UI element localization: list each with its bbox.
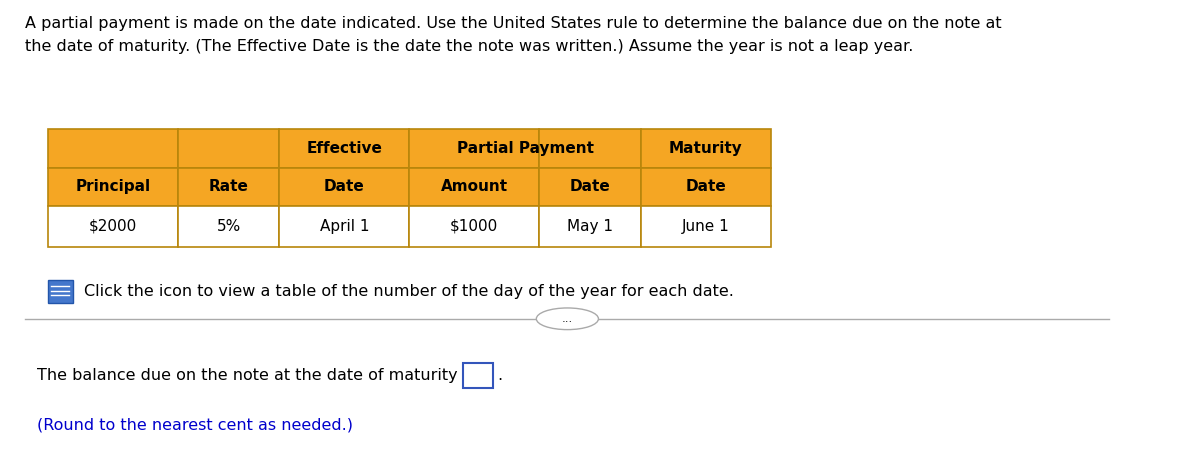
- Bar: [48, 206, 178, 247]
- Bar: [539, 129, 641, 168]
- Text: Maturity: Maturity: [668, 141, 743, 156]
- Text: Partial Payment: Partial Payment: [456, 141, 594, 156]
- Text: Date: Date: [570, 179, 611, 194]
- Bar: [409, 168, 539, 206]
- Text: (Round to the nearest cent as needed.): (Round to the nearest cent as needed.): [37, 417, 353, 432]
- Bar: [48, 168, 178, 206]
- Bar: [280, 129, 409, 168]
- Text: Date: Date: [324, 179, 365, 194]
- Text: Date: Date: [685, 179, 726, 194]
- Text: Principal: Principal: [76, 179, 150, 194]
- Bar: [48, 129, 178, 168]
- Text: ...: ...: [562, 312, 574, 325]
- Bar: [280, 168, 409, 206]
- Text: Click the icon to view a table of the number of the day of the year for each dat: Click the icon to view a table of the nu…: [84, 284, 734, 299]
- Text: 5%: 5%: [216, 219, 241, 234]
- Text: Rate: Rate: [209, 179, 248, 194]
- Ellipse shape: [536, 308, 599, 329]
- Text: Amount: Amount: [440, 179, 508, 194]
- Bar: [409, 206, 539, 247]
- Bar: [178, 129, 280, 168]
- Text: A partial payment is made on the date indicated. Use the United States rule to d: A partial payment is made on the date in…: [25, 16, 1002, 53]
- Text: Effective: Effective: [306, 141, 383, 156]
- Bar: [48, 280, 73, 303]
- Text: May 1: May 1: [566, 219, 613, 234]
- Bar: [409, 129, 539, 168]
- Bar: [178, 168, 280, 206]
- Bar: [641, 168, 770, 206]
- Text: April 1: April 1: [319, 219, 370, 234]
- Bar: [539, 168, 641, 206]
- Bar: [641, 129, 770, 168]
- Text: $2000: $2000: [89, 219, 137, 234]
- Bar: [463, 363, 493, 388]
- Text: .: .: [497, 368, 503, 383]
- Bar: [178, 206, 280, 247]
- Text: June 1: June 1: [682, 219, 730, 234]
- Text: $1000: $1000: [450, 219, 498, 234]
- Bar: [641, 206, 770, 247]
- Bar: [539, 206, 641, 247]
- Bar: [280, 206, 409, 247]
- Text: The balance due on the note at the date of maturity is $: The balance due on the note at the date …: [37, 368, 491, 383]
